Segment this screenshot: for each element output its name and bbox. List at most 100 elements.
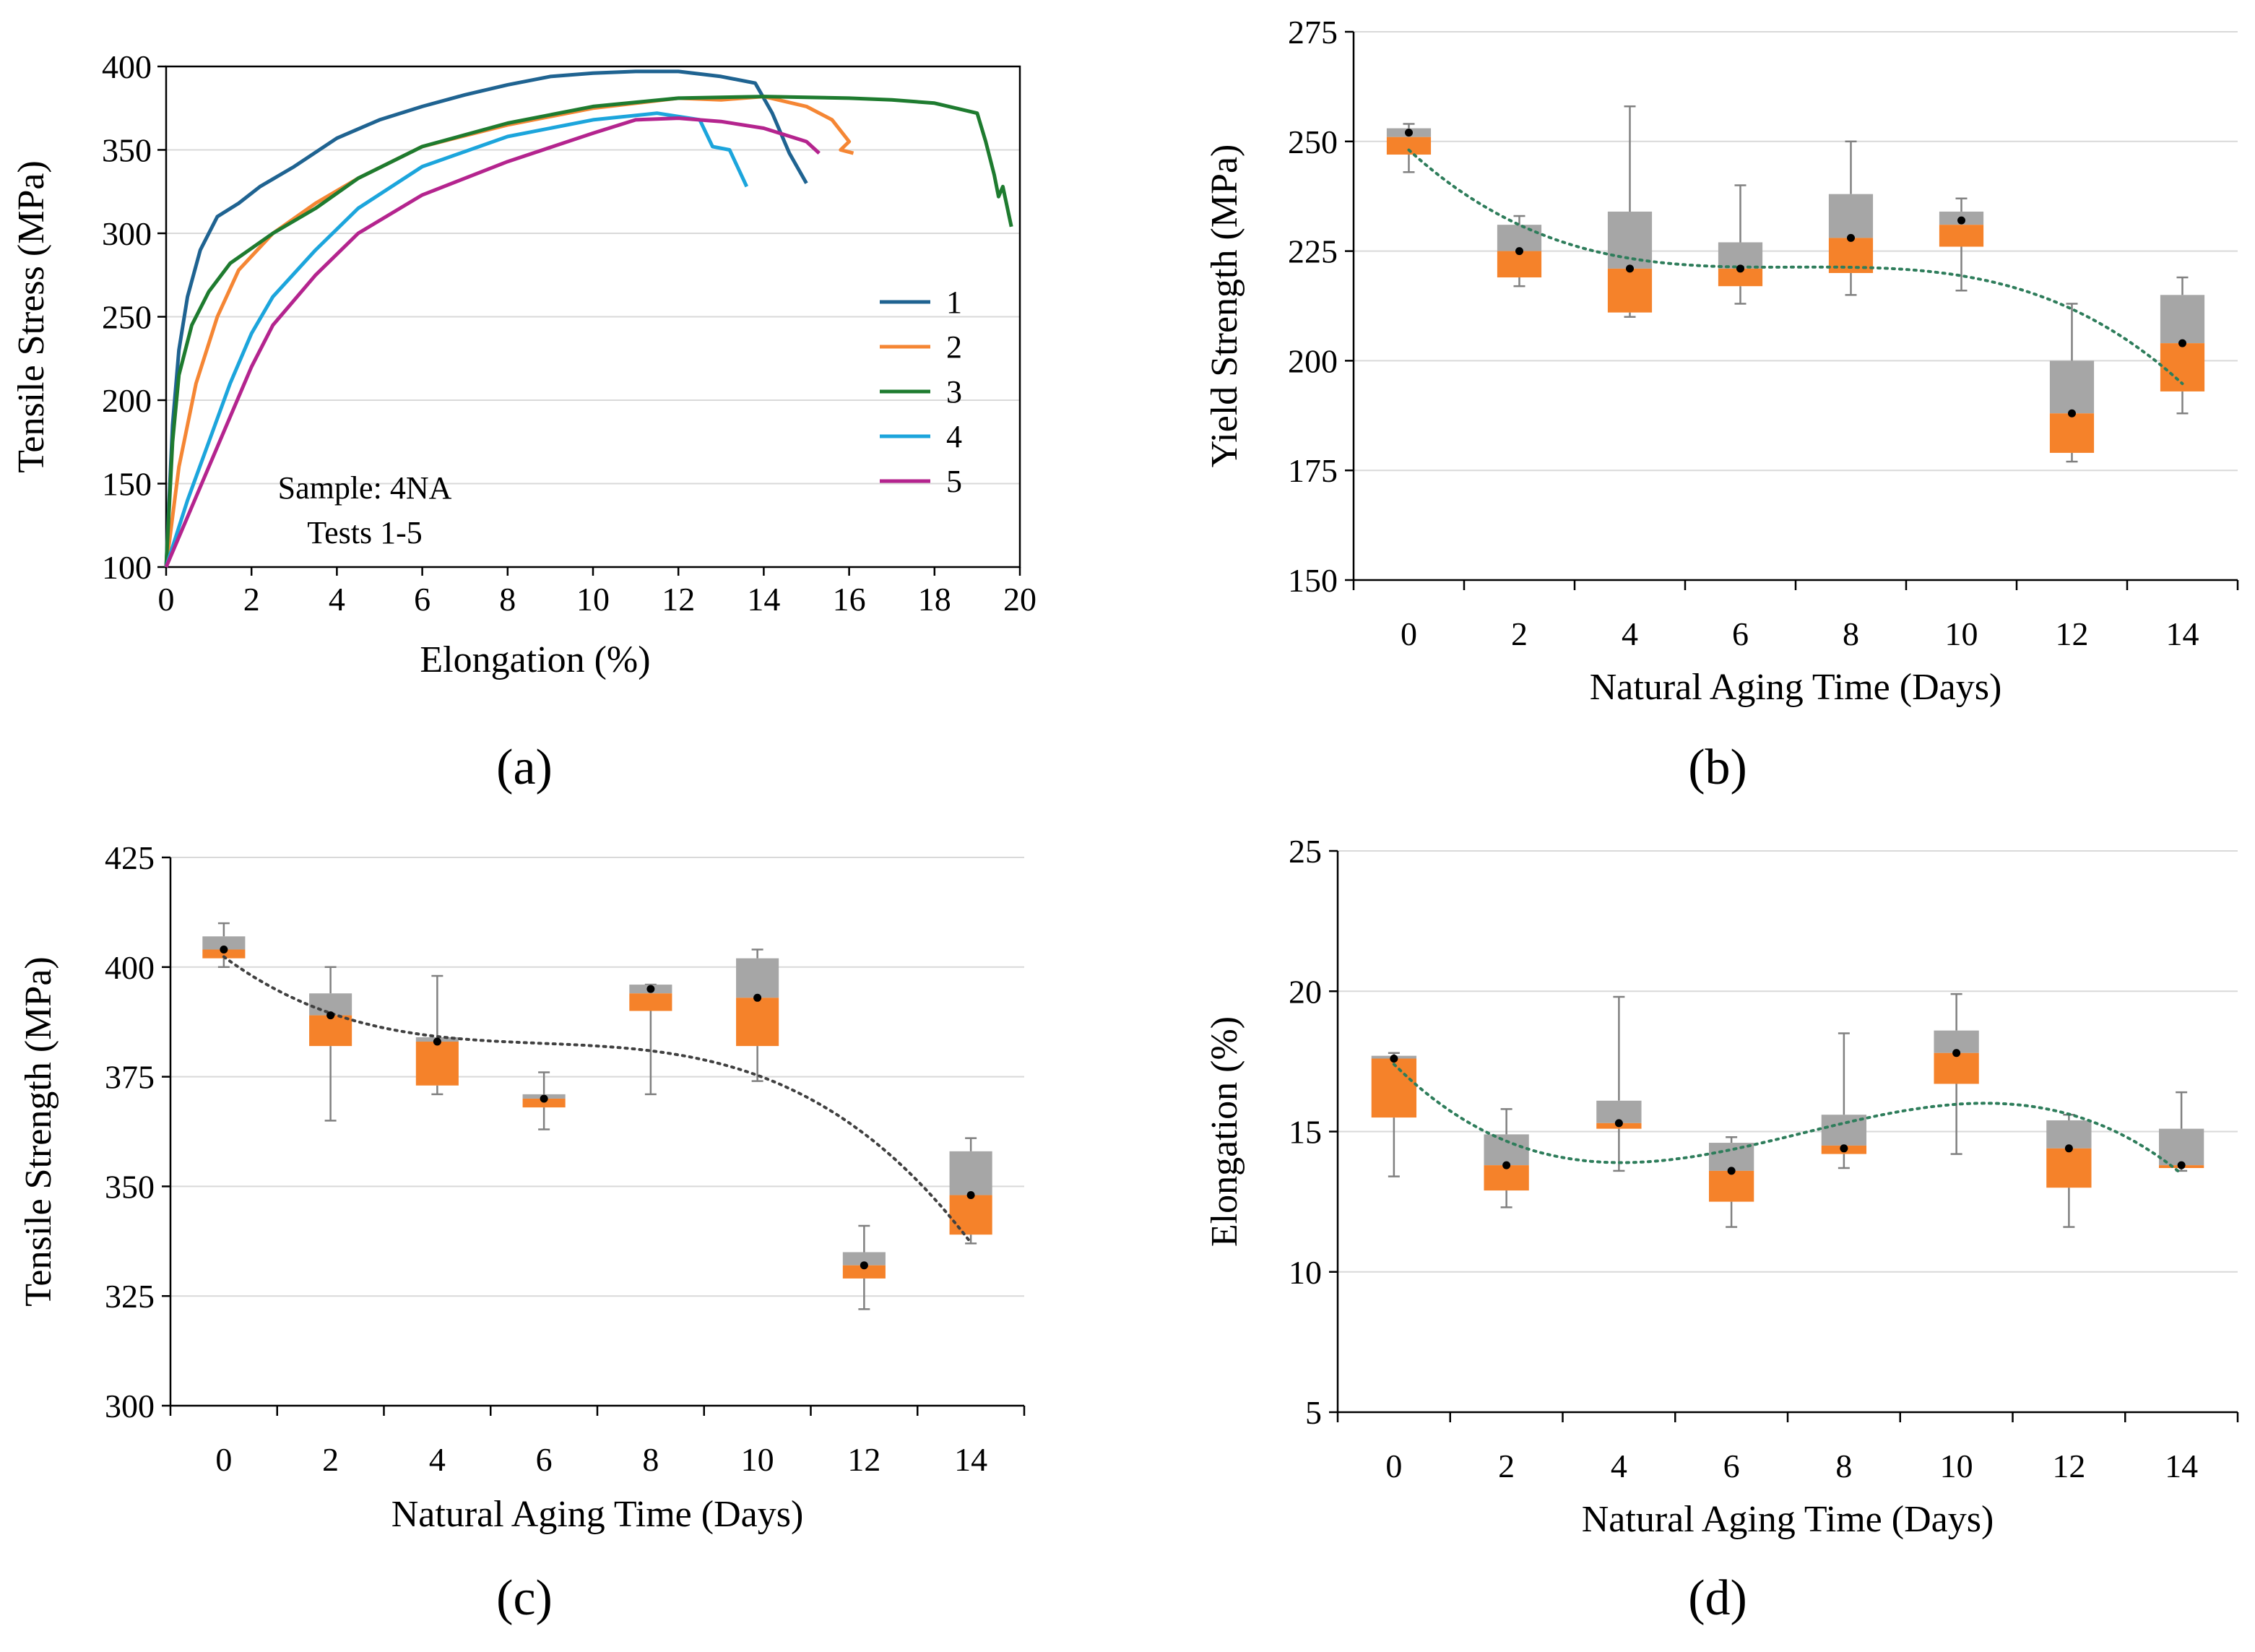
trendline bbox=[1407, 148, 2184, 386]
y-tick-label: 15 bbox=[1289, 1114, 1322, 1151]
box-lower bbox=[736, 998, 779, 1047]
box-lower bbox=[1484, 1165, 1529, 1191]
mean-marker bbox=[433, 1037, 441, 1046]
y-tick-label: 275 bbox=[1288, 14, 1338, 51]
y-tick-label: 100 bbox=[102, 549, 152, 586]
panel-label-a: (a) bbox=[496, 740, 553, 795]
box-lower bbox=[1708, 1170, 1754, 1202]
mean-marker bbox=[646, 985, 655, 993]
x-axis-label: Natural Aging Time (Days) bbox=[1590, 667, 2002, 708]
box-lower bbox=[2046, 1148, 2092, 1188]
mean-marker bbox=[1502, 1161, 1511, 1169]
x-tick-label: 2 bbox=[322, 1441, 339, 1478]
box-lower bbox=[949, 1195, 992, 1235]
box-upper bbox=[2049, 360, 2095, 414]
mean-marker bbox=[540, 1094, 548, 1103]
mean-marker bbox=[2064, 1144, 2073, 1153]
mean-marker bbox=[860, 1261, 868, 1270]
y-tick-label: 250 bbox=[1288, 124, 1338, 160]
mean-marker bbox=[966, 1191, 975, 1200]
box-upper bbox=[1497, 225, 1542, 251]
y-axis-label: Elongation (%) bbox=[1204, 1016, 1245, 1247]
x-tick-label: 10 bbox=[1945, 615, 1978, 652]
x-tick-label: 6 bbox=[536, 1441, 553, 1478]
box-upper bbox=[949, 1151, 992, 1195]
x-tick-label: 8 bbox=[642, 1441, 659, 1478]
x-tick-label: 18 bbox=[918, 581, 951, 618]
x-tick-label: 16 bbox=[833, 581, 866, 618]
x-tick-label: 20 bbox=[1003, 581, 1036, 618]
y-axis-label: Yield Strength (MPa) bbox=[1204, 144, 1245, 468]
annotation-tests: Tests 1-5 bbox=[307, 515, 422, 550]
box-upper bbox=[736, 958, 779, 998]
x-tick-label: 6 bbox=[1723, 1448, 1740, 1484]
panel-d-box-chart: 5 10 15 20 25 0 2 4 6 8 10 12 14 Natural Aging Time (… bbox=[1204, 833, 2239, 1626]
mean-marker bbox=[326, 1011, 335, 1020]
legend-label-4: 4 bbox=[946, 419, 962, 454]
box-lower bbox=[2049, 413, 2095, 453]
x-tick-label: 2 bbox=[1511, 615, 1528, 652]
x-tick-label: 8 bbox=[1843, 615, 1859, 652]
x-tick-label: 4 bbox=[1611, 1448, 1627, 1484]
box-lower bbox=[522, 1098, 566, 1108]
panel-c-box-chart: 300 325 350 375 400 425 0 2 4 6 8 10 12 14 Natural Agi… bbox=[18, 839, 1026, 1626]
y-tick-label: 350 bbox=[102, 132, 152, 169]
x-tick-label: 10 bbox=[741, 1441, 774, 1478]
mean-marker bbox=[2068, 409, 2076, 418]
x-axis-label: Natural Aging Time (Days) bbox=[1582, 1499, 1994, 1540]
legend-label-1: 1 bbox=[946, 285, 962, 320]
x-tick-label: 6 bbox=[414, 581, 430, 618]
y-axis-label: Tensile Stress (MPa) bbox=[11, 160, 52, 473]
x-tick-label: 4 bbox=[429, 1441, 446, 1478]
mean-marker bbox=[2178, 339, 2186, 347]
y-tick-label: 150 bbox=[102, 466, 152, 503]
mean-marker bbox=[220, 946, 228, 954]
x-tick-label: 4 bbox=[329, 581, 345, 618]
box-upper bbox=[842, 1252, 886, 1266]
y-tick-label: 10 bbox=[1289, 1254, 1322, 1291]
box-lower bbox=[629, 993, 672, 1011]
x-tick-label: 0 bbox=[1385, 1448, 1402, 1484]
box-upper bbox=[2046, 1120, 2092, 1149]
panel-label-c: (c) bbox=[496, 1570, 553, 1626]
y-tick-label: 200 bbox=[102, 382, 152, 419]
y-tick-label: 400 bbox=[102, 48, 152, 85]
y-tick-label: 175 bbox=[1288, 452, 1338, 489]
mean-marker bbox=[1727, 1167, 1736, 1175]
x-tick-label: 0 bbox=[1401, 615, 1417, 652]
series-line-5 bbox=[164, 116, 821, 568]
mean-marker bbox=[1736, 264, 1744, 273]
box-upper bbox=[202, 936, 246, 950]
box-lower bbox=[415, 1042, 459, 1086]
mean-marker bbox=[1957, 216, 1965, 225]
y-tick-label: 425 bbox=[105, 839, 155, 876]
x-tick-label: 14 bbox=[2166, 615, 2199, 652]
x-tick-label: 10 bbox=[1940, 1448, 1973, 1484]
box-upper bbox=[1718, 242, 1763, 269]
mean-marker bbox=[1390, 1054, 1398, 1063]
y-tick-label: 300 bbox=[102, 215, 152, 252]
x-tick-label: 12 bbox=[2052, 1448, 2085, 1484]
mean-marker bbox=[1614, 1119, 1623, 1128]
box-lower bbox=[842, 1265, 886, 1279]
box-lower bbox=[309, 1015, 352, 1047]
box-lower bbox=[1386, 137, 1432, 155]
x-tick-label: 6 bbox=[1732, 615, 1749, 652]
y-tick-label: 5 bbox=[1305, 1394, 1322, 1431]
box-upper bbox=[2160, 295, 2205, 344]
series-line-3 bbox=[164, 95, 1013, 568]
x-tick-label: 10 bbox=[576, 581, 610, 618]
box-upper bbox=[1607, 211, 1653, 269]
box-upper bbox=[1484, 1134, 1529, 1166]
y-tick-label: 300 bbox=[105, 1388, 155, 1424]
y-tick-label: 200 bbox=[1288, 342, 1338, 379]
legend-label-5: 5 bbox=[946, 464, 962, 499]
panel-b-box-chart: 150 175 200 225 250 275 0 2 4 6 8 10 12 14 Natural Agi… bbox=[1204, 14, 2239, 795]
y-tick-label: 375 bbox=[105, 1059, 155, 1096]
legend-label-3: 3 bbox=[946, 374, 962, 410]
panel-label-d: (d) bbox=[1688, 1570, 1747, 1626]
x-tick-label: 12 bbox=[847, 1441, 880, 1478]
y-tick-label: 20 bbox=[1289, 973, 1322, 1010]
